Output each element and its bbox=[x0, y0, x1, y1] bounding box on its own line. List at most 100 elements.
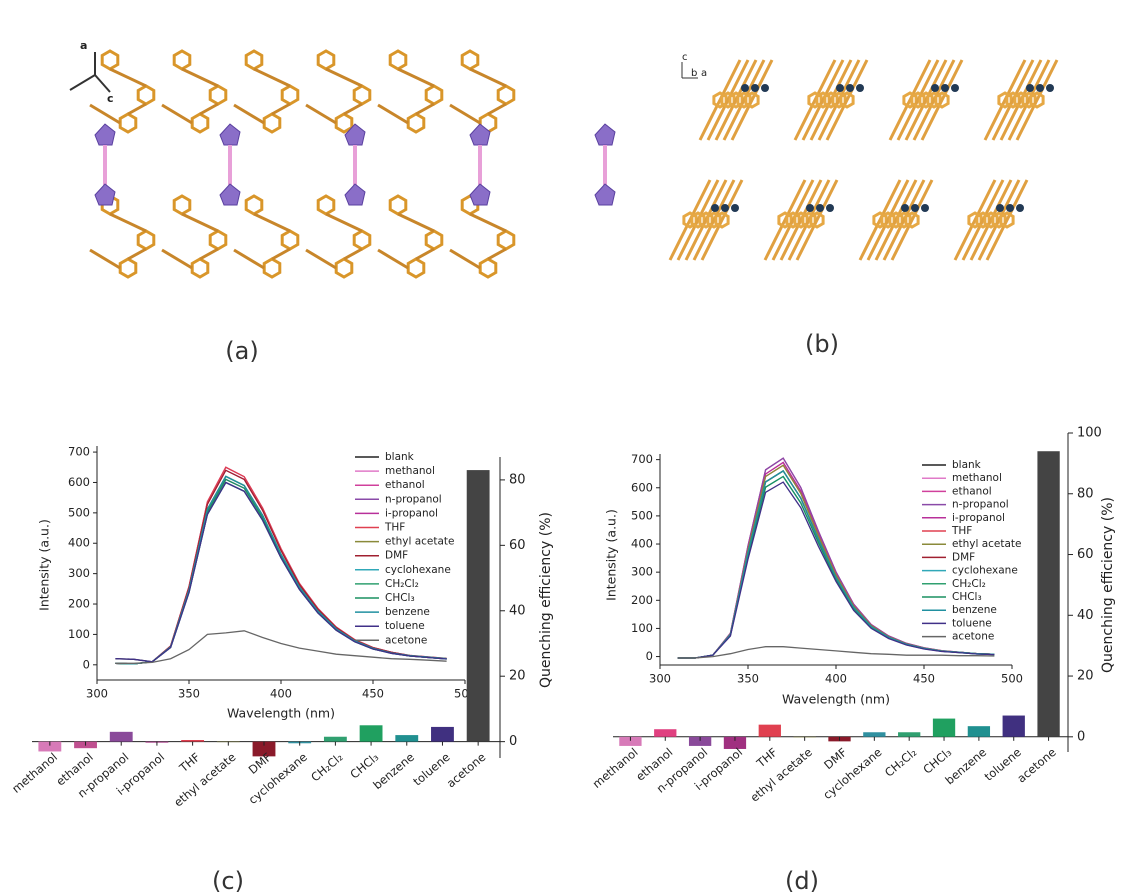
y-tick-label: 600 bbox=[631, 480, 653, 494]
ring bbox=[498, 231, 514, 249]
ring bbox=[120, 114, 136, 132]
bar bbox=[863, 732, 885, 737]
legend-label: CH₂Cl₂ bbox=[385, 578, 419, 590]
x-tick-label: ethyl acetate bbox=[748, 745, 815, 805]
bond bbox=[254, 69, 290, 86]
ring bbox=[480, 259, 496, 277]
axis-label: b bbox=[691, 68, 697, 79]
ring bbox=[192, 259, 208, 277]
y-tick-label: 20 bbox=[1077, 669, 1094, 684]
bond bbox=[326, 214, 362, 231]
metal-node bbox=[220, 184, 240, 205]
ring bbox=[408, 259, 424, 277]
atom bbox=[1046, 84, 1054, 92]
atom bbox=[731, 204, 739, 212]
ring bbox=[282, 86, 298, 104]
legend-label: acetone bbox=[385, 634, 427, 646]
y-tick-label: 200 bbox=[68, 597, 90, 611]
axis-label: a bbox=[701, 68, 707, 79]
panel-label: (d) bbox=[785, 867, 819, 895]
legend-label: blank bbox=[385, 451, 415, 463]
legend-label: benzene bbox=[385, 606, 430, 618]
bar bbox=[759, 725, 781, 737]
x-tick-label: 400 bbox=[825, 672, 847, 686]
y-axis-label: Quenching efficiency (%) bbox=[538, 512, 554, 688]
bond bbox=[306, 105, 336, 123]
ring bbox=[390, 196, 406, 214]
atom bbox=[711, 204, 719, 212]
y-tick-label: 300 bbox=[631, 565, 653, 579]
atom bbox=[1036, 84, 1044, 92]
bond bbox=[234, 250, 264, 268]
ring bbox=[354, 86, 370, 104]
atom bbox=[721, 204, 729, 212]
series-line bbox=[678, 477, 995, 659]
series-line bbox=[678, 462, 995, 658]
bond bbox=[182, 69, 218, 86]
atom bbox=[1006, 204, 1014, 212]
ring bbox=[246, 51, 262, 69]
ring bbox=[318, 51, 334, 69]
ring bbox=[462, 51, 478, 69]
legend-label: cyclohexane bbox=[952, 565, 1018, 577]
ring bbox=[336, 114, 352, 132]
legend-label: methanol bbox=[952, 472, 1002, 484]
ring bbox=[210, 231, 226, 249]
legend-label: blank bbox=[952, 459, 982, 471]
y-tick-label: 100 bbox=[68, 627, 90, 641]
bond bbox=[344, 249, 362, 259]
x-tick-label: 400 bbox=[270, 687, 292, 701]
series-line bbox=[678, 458, 995, 658]
atom bbox=[911, 204, 919, 212]
bond bbox=[470, 214, 506, 231]
bond bbox=[398, 214, 434, 231]
ring bbox=[282, 231, 298, 249]
bond bbox=[398, 69, 434, 86]
legend-label: i-propanol bbox=[952, 512, 1005, 524]
ring bbox=[390, 51, 406, 69]
bond bbox=[234, 105, 264, 123]
legend-label: ethyl acetate bbox=[952, 538, 1022, 550]
atom bbox=[951, 84, 959, 92]
atom bbox=[836, 84, 844, 92]
legend-label: DMF bbox=[385, 550, 408, 562]
y-tick-label: 200 bbox=[631, 593, 653, 607]
legend-label: THF bbox=[384, 522, 405, 534]
bar bbox=[1037, 451, 1059, 737]
ring bbox=[120, 259, 136, 277]
x-tick-label: methanol bbox=[9, 750, 60, 796]
x-tick-label: 350 bbox=[178, 687, 200, 701]
ring bbox=[210, 86, 226, 104]
y-tick-label: 0 bbox=[509, 734, 517, 749]
atom bbox=[816, 204, 824, 212]
bar bbox=[110, 732, 133, 742]
bond bbox=[90, 105, 120, 123]
atom bbox=[941, 84, 949, 92]
series-line bbox=[678, 465, 995, 658]
metal-node bbox=[95, 184, 115, 205]
ring bbox=[318, 196, 334, 214]
ring bbox=[264, 114, 280, 132]
metal-node bbox=[595, 184, 615, 205]
x-tick-label: 300 bbox=[86, 687, 108, 701]
x-tick-label: THF bbox=[176, 750, 203, 776]
legend-label: n-propanol bbox=[385, 493, 442, 505]
y-tick-label: 0 bbox=[1077, 729, 1085, 744]
legend-label: toluene bbox=[952, 617, 992, 629]
series-line bbox=[678, 477, 995, 659]
bond bbox=[378, 250, 408, 268]
x-tick-label: acetone bbox=[444, 750, 489, 791]
bar bbox=[654, 729, 676, 737]
bond bbox=[488, 249, 506, 259]
x-tick-label: 500 bbox=[1001, 672, 1023, 686]
atom bbox=[806, 204, 814, 212]
y-tick-label: 40 bbox=[1077, 608, 1094, 623]
series-line bbox=[678, 471, 995, 658]
legend-label: ethanol bbox=[385, 479, 425, 491]
page: {"panel_labels": ["(a)", "(b)", "(c)", "… bbox=[0, 0, 1121, 896]
bond bbox=[110, 214, 146, 231]
bond bbox=[254, 214, 290, 231]
y-tick-label: 40 bbox=[509, 603, 526, 618]
ring bbox=[138, 86, 154, 104]
bar bbox=[395, 735, 418, 742]
